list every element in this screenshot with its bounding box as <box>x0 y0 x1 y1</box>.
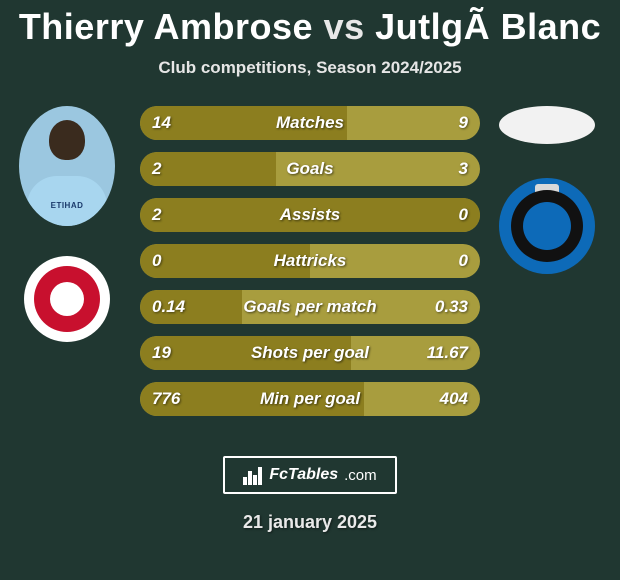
stat-value-right: 0 <box>459 244 468 278</box>
stat-row: 776Min per goal404 <box>140 382 480 416</box>
player1-club-badge <box>24 256 110 342</box>
stat-row: 0.14Goals per match0.33 <box>140 290 480 324</box>
stat-label: Hattricks <box>140 244 480 278</box>
stat-value-right: 0 <box>459 198 468 232</box>
left-player-column: ETIHAD <box>12 106 122 342</box>
stat-row: 14Matches9 <box>140 106 480 140</box>
bars-icon <box>243 465 263 485</box>
stat-row: 2Goals3 <box>140 152 480 186</box>
right-player-column <box>492 106 602 274</box>
stat-label: Goals <box>140 152 480 186</box>
brand-com: .com <box>344 467 377 484</box>
subtitle: Club competitions, Season 2024/2025 <box>0 58 620 78</box>
player2-club-badge <box>499 178 595 274</box>
player1-photo: ETIHAD <box>19 106 115 226</box>
stat-value-right: 9 <box>459 106 468 140</box>
player2-photo-placeholder <box>499 106 595 144</box>
stat-value-right: 11.67 <box>427 336 468 370</box>
stats-panel: 14Matches92Goals32Assists00Hattricks00.1… <box>140 106 480 428</box>
stat-row: 0Hattricks0 <box>140 244 480 278</box>
comparison-body: ETIHAD 14Matches92Goals32Assists00Hattri… <box>0 106 620 426</box>
player2-name: JutlgÃ Blanc <box>375 6 601 47</box>
player1-name: Thierry Ambrose <box>19 6 313 47</box>
stat-value-right: 3 <box>459 152 468 186</box>
stat-label: Goals per match <box>140 290 480 324</box>
stat-row: 19Shots per goal11.67 <box>140 336 480 370</box>
stat-label: Matches <box>140 106 480 140</box>
stat-label: Assists <box>140 198 480 232</box>
stat-label: Min per goal <box>140 382 480 416</box>
stat-row: 2Assists0 <box>140 198 480 232</box>
brand-fc: FcTables <box>269 466 338 484</box>
stat-value-right: 404 <box>440 382 468 416</box>
comparison-title: Thierry Ambrose vs JutlgÃ Blanc <box>0 0 620 48</box>
date-label: 21 january 2025 <box>0 512 620 533</box>
brand-box: FcTables .com <box>223 456 397 494</box>
stat-value-right: 0.33 <box>435 290 468 324</box>
vs-label: vs <box>324 6 365 47</box>
